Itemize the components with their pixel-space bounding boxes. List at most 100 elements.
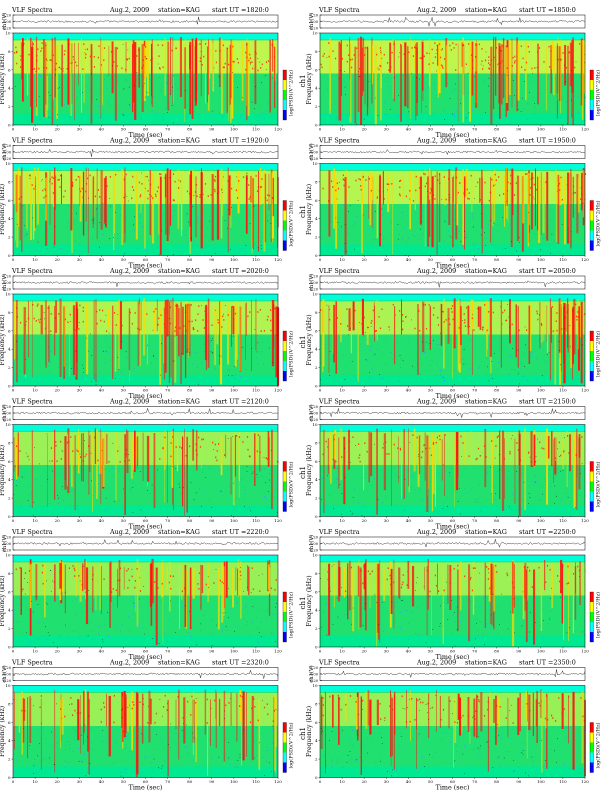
- colorbar-segment: [283, 341, 287, 351]
- freq-tick-label: 0: [315, 123, 318, 128]
- waveform-tick-label: 0.00: [3, 412, 12, 416]
- spectrogram-image: [13, 555, 278, 647]
- waveform-ylabel: ch1(V): [1, 404, 8, 421]
- freq-tick-label: 0: [8, 514, 11, 519]
- waveform-ylabel: ch1(V): [1, 535, 8, 552]
- freq-tick-label: 6: [8, 459, 11, 464]
- channel-label: ch1: [299, 336, 307, 349]
- panel-start-time: start UT =2050:0: [519, 267, 576, 275]
- time-tick-label: 80: [494, 649, 500, 654]
- time-tick-label: 20: [362, 649, 368, 654]
- time-tick-label: 0: [319, 127, 322, 132]
- panel-title: VLF Spectra: [11, 659, 53, 667]
- time-tick-label: 40: [406, 649, 412, 654]
- freq-tick-label: 4: [315, 738, 318, 743]
- colorbar-segment: [283, 491, 287, 502]
- time-tick-label: 50: [428, 127, 434, 132]
- time-tick-label: 110: [559, 518, 567, 523]
- colorbar-segment: [283, 612, 287, 622]
- time-tick-label: 10: [340, 127, 346, 132]
- waveform-tick-label: -0.20: [2, 679, 12, 683]
- freq-tick-label: 2: [8, 496, 11, 501]
- waveform-trace: [12, 16, 279, 25]
- time-tick-label: 50: [428, 649, 434, 654]
- time-tick-label: 60: [450, 257, 456, 262]
- time-tick-label: 10: [33, 388, 39, 393]
- colorbar-segment: [590, 371, 594, 381]
- waveform-ylabel: ch1(V): [1, 13, 8, 30]
- freq-tick-label: 2: [315, 757, 318, 762]
- waveform-tick-label: 0.00: [310, 281, 319, 285]
- freq-tick-label: 2: [8, 235, 11, 240]
- time-tick-label: 20: [362, 779, 368, 784]
- freq-tick-label: 0: [315, 775, 318, 780]
- time-tick-label: 20: [55, 518, 61, 523]
- spectrogram-image: [13, 685, 279, 778]
- time-tick-label: 50: [121, 518, 127, 523]
- panel-date: Aug.2, 2009: [109, 6, 149, 14]
- freq-tick-label: 10: [5, 422, 11, 427]
- time-tick-label: 100: [537, 388, 545, 393]
- freq-tick-label: 0: [8, 645, 11, 650]
- freq-tick-label: 10: [5, 161, 11, 166]
- waveform-trace: [12, 148, 279, 157]
- time-tick-label: 110: [559, 649, 567, 654]
- time-tick-label: 20: [362, 388, 368, 393]
- waveform-tick-label: 0.20: [3, 14, 12, 18]
- panel-start-time: start UT =1920:0: [212, 137, 269, 145]
- waveform-tick-label: 0.20: [310, 14, 319, 18]
- time-tick-label: 30: [384, 127, 390, 132]
- time-tick-label: 20: [362, 257, 368, 262]
- time-tick-label: 60: [143, 127, 149, 132]
- channel-label: ch1: [299, 727, 307, 740]
- colorbar-segment: [283, 110, 287, 120]
- colorbar-label: log(PSD)(V^2/Hz): [595, 200, 602, 246]
- time-tick-label: 60: [450, 649, 456, 654]
- colorbar-segment: [590, 622, 594, 632]
- time-tick-label: 0: [319, 388, 322, 393]
- panel-station: station=KAG: [465, 398, 507, 406]
- spectra-panel: VLF Spectra Aug.2, 2009 station=KAG start U…: [0, 6, 295, 139]
- time-tick-label: 50: [428, 518, 434, 523]
- colorbar-frame: [589, 591, 594, 643]
- colorbar-segment: [283, 351, 287, 361]
- colorbar-segment: [283, 752, 287, 763]
- colorbar-frame: [589, 69, 594, 121]
- panel-title: VLF Spectra: [318, 6, 360, 14]
- waveform-tick-label: 0.20: [310, 144, 319, 148]
- frequency-axis-label: Frequency (kHz): [0, 184, 6, 235]
- colorbar-segment: [590, 481, 594, 492]
- time-tick-label: 0: [12, 388, 15, 393]
- time-tick-label: 70: [165, 518, 171, 523]
- colorbar-frame: [282, 69, 287, 121]
- panel-title: VLF Spectra: [11, 398, 53, 406]
- freq-tick-label: 6: [8, 67, 11, 72]
- time-tick-label: 20: [55, 127, 61, 132]
- time-tick-label: 120: [274, 257, 282, 262]
- time-tick-label: 80: [187, 779, 193, 784]
- time-tick-label: 30: [77, 518, 83, 523]
- freq-tick-label: 2: [8, 757, 11, 762]
- time-tick-label: 0: [12, 257, 15, 262]
- time-tick-label: 30: [77, 779, 83, 784]
- freq-tick-label: 6: [315, 328, 318, 333]
- freq-tick-label: 8: [315, 310, 318, 315]
- spectra-panel: VLF Spectra Aug.2, 2009 station=KAG start U…: [0, 528, 295, 661]
- panel-station: station=KAG: [465, 528, 507, 536]
- time-tick-label: 90: [516, 257, 522, 262]
- waveform-tick-label: 0.00: [3, 281, 12, 285]
- freq-tick-label: 2: [8, 626, 11, 631]
- time-tick-label: 90: [516, 127, 522, 132]
- time-tick-label: 60: [450, 779, 456, 784]
- panel-station: station=KAG: [158, 528, 200, 536]
- time-tick-label: 80: [187, 257, 193, 262]
- waveform-tick-label: 0.00: [310, 412, 319, 416]
- time-tick-label: 90: [516, 649, 522, 654]
- time-tick-label: 120: [581, 388, 589, 393]
- panel-start-time: start UT =2250:0: [519, 528, 576, 536]
- time-tick-label: 20: [362, 518, 368, 523]
- time-tick-label: 10: [340, 388, 346, 393]
- waveform-tick-label: 0.00: [3, 673, 12, 677]
- time-tick-label: 70: [472, 779, 478, 784]
- panel-date: Aug.2, 2009: [109, 137, 149, 145]
